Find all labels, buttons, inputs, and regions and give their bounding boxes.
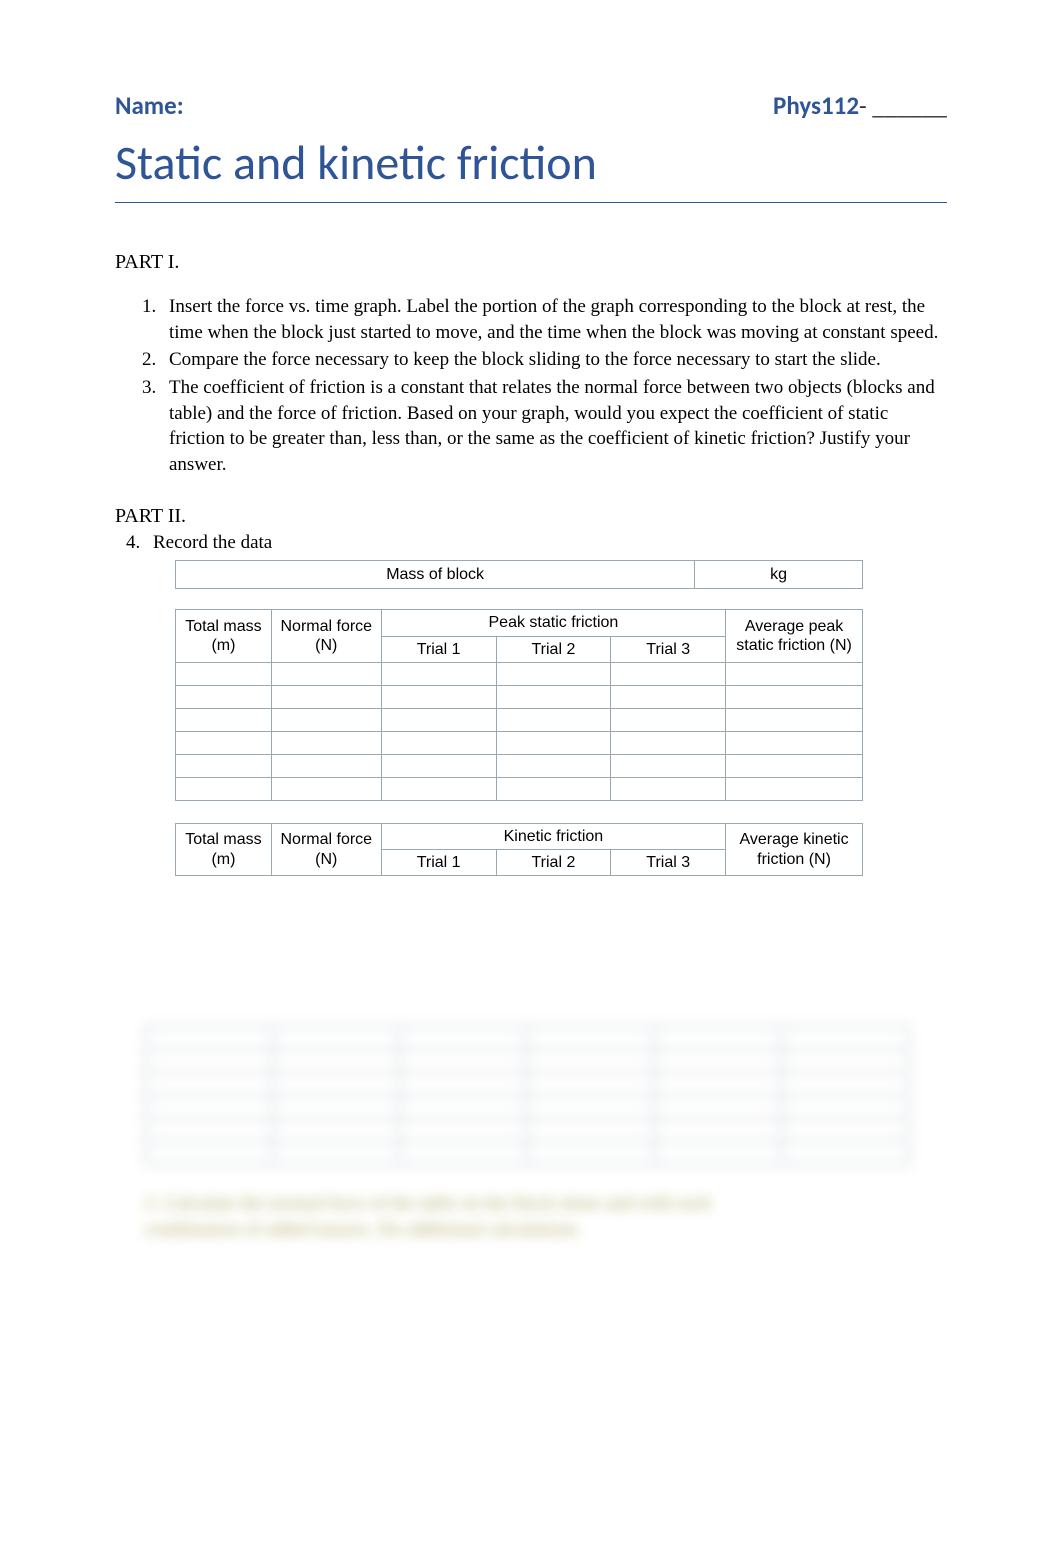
- mass-label-cell: Mass of block: [176, 561, 695, 589]
- static-col-normal: Normal force (N): [271, 610, 381, 662]
- static-trial1: Trial 1: [381, 636, 496, 662]
- part2-record-label: Record the data: [145, 532, 947, 554]
- course-dash: -: [859, 90, 867, 121]
- table-row: [146, 1142, 909, 1165]
- part2-heading: PART II.: [115, 505, 947, 528]
- kinetic-span-label: Kinetic friction: [381, 823, 725, 849]
- table-row: [176, 708, 863, 731]
- table-row: [146, 1050, 909, 1073]
- table-row: [146, 1096, 909, 1119]
- blurred-line-2: combination of added masses. Do addition…: [145, 1217, 947, 1243]
- table-row: [176, 777, 863, 800]
- kinetic-friction-table: Total mass (m) Normal force (N) Kinetic …: [175, 823, 863, 876]
- part2-list: Record the data: [115, 532, 947, 554]
- tables-container: Mass of block kg Total mass (m) Normal f…: [175, 560, 947, 876]
- table-row: [176, 754, 863, 777]
- static-trial3: Trial 3: [611, 636, 726, 662]
- title-rule: [115, 202, 947, 203]
- static-trial2: Trial 2: [496, 636, 611, 662]
- name-label: Name:: [115, 90, 184, 121]
- part1-item-2: Compare the force necessary to keep the …: [161, 347, 947, 373]
- static-col-avg: Average peak static friction (N): [726, 610, 863, 662]
- mass-unit-cell: kg: [695, 561, 863, 589]
- header-row: Name: Phys112- ______: [115, 90, 947, 121]
- static-col-mass: Total mass (m): [176, 610, 272, 662]
- table-row: [146, 1119, 909, 1142]
- kinetic-trial1: Trial 1: [381, 850, 496, 876]
- kinetic-col-normal: Normal force (N): [271, 823, 381, 875]
- course-blank: ______: [867, 90, 947, 121]
- blurred-line-1: 5. Calculate the normal force of the tab…: [145, 1191, 947, 1217]
- table-row: [176, 685, 863, 708]
- kinetic-trial3: Trial 3: [611, 850, 726, 876]
- course-code: Phys112: [773, 90, 859, 121]
- part1-heading: PART I.: [115, 251, 947, 274]
- table-row: [146, 1073, 909, 1096]
- table-row: [146, 1027, 909, 1050]
- blurred-table: [145, 1026, 909, 1165]
- static-span-label: Peak static friction: [381, 610, 725, 636]
- mass-of-block-table: Mass of block kg: [175, 560, 863, 589]
- table-row: [176, 662, 863, 685]
- kinetic-trial2: Trial 2: [496, 850, 611, 876]
- part1-list: Insert the force vs. time graph. Label t…: [115, 294, 947, 477]
- static-friction-table: Total mass (m) Normal force (N) Peak sta…: [175, 609, 863, 800]
- part1-item-1: Insert the force vs. time graph. Label t…: [161, 294, 947, 345]
- kinetic-col-mass: Total mass (m): [176, 823, 272, 875]
- course-label: Phys112- ______: [773, 90, 947, 121]
- page-title: Static and kinetic friction: [115, 133, 947, 192]
- blurred-footer-text: 5. Calculate the normal force of the tab…: [145, 1191, 947, 1242]
- table-row: [176, 731, 863, 754]
- part1-item-3: The coefficient of friction is a constan…: [161, 375, 947, 478]
- kinetic-col-avg: Average kinetic friction (N): [726, 823, 863, 875]
